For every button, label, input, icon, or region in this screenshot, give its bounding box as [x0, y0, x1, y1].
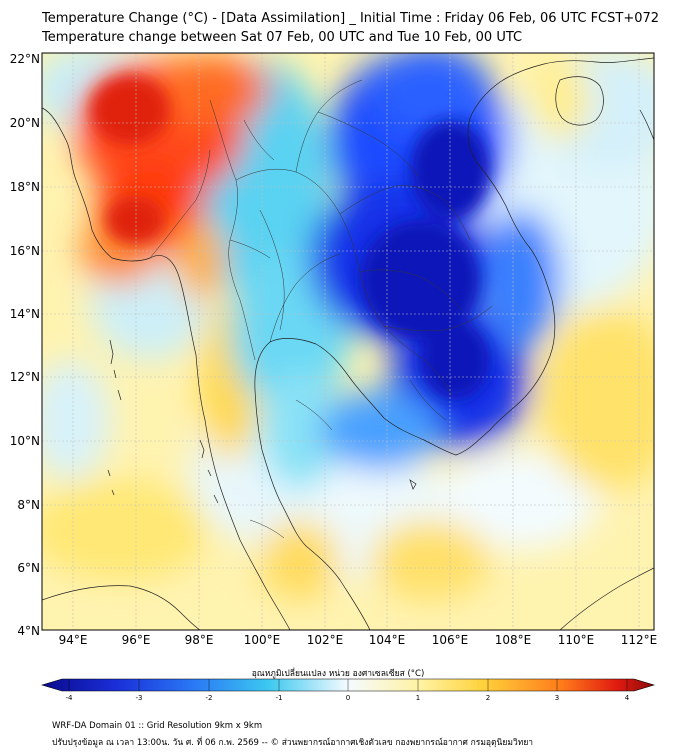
graticule — [42, 53, 654, 630]
lon-label-108e: 108°E — [494, 633, 532, 647]
map-title: Temperature Change (°C) - [Data Assimila… — [42, 11, 660, 26]
colorbar-tick: -1 — [275, 694, 283, 702]
lat-label-12n: 12°N — [9, 370, 40, 384]
map-border — [41, 52, 655, 631]
map-subtitle: Temperature change between Sat 07 Feb, 0… — [42, 30, 523, 45]
lat-label-22n: 22°N — [9, 52, 40, 66]
colorbar-tick: 1 — [415, 694, 421, 702]
lon-label-106e: 106°E — [431, 633, 469, 647]
lon-label-100e: 100°E — [243, 633, 281, 647]
coastlines — [42, 57, 654, 630]
colorbar-tick: 2 — [485, 694, 491, 702]
lat-label-6n: 6°N — [17, 561, 40, 575]
lon-label-110e: 110°E — [557, 633, 595, 647]
footer-credits: ปรับปรุงข้อมูล ณ เวลา 13:00น. วัน ศ. ที่… — [52, 738, 534, 748]
lat-label-14n: 14°N — [9, 307, 40, 321]
colorbar-tick: -2 — [205, 694, 213, 702]
lon-label-94e: 94°E — [58, 633, 88, 647]
lat-label-18n: 18°N — [9, 180, 40, 194]
colorbar-tick: 4 — [624, 694, 630, 702]
colorbar-tick: 0 — [345, 694, 351, 702]
colorbar-tick: -3 — [135, 694, 143, 702]
lat-label-16n: 16°N — [9, 244, 40, 258]
lat-label-4n: 4°N — [17, 624, 40, 638]
lon-label-104e: 104°E — [368, 633, 406, 647]
footer-model-info: WRF-DA Domain 01 :: Grid Resolution 9km … — [52, 721, 263, 731]
lat-label-8n: 8°N — [17, 498, 40, 512]
colorbar-tick: 3 — [554, 694, 560, 702]
lat-label-20n: 20°N — [9, 116, 40, 130]
lon-label-96e: 96°E — [121, 633, 151, 647]
lon-label-112e: 112°E — [620, 633, 658, 647]
colorbar-tick: -4 — [65, 694, 73, 702]
colorbar — [40, 678, 656, 692]
lat-label-10n: 10°N — [9, 434, 40, 448]
borders — [149, 79, 493, 539]
colorbar-label: อุณหภูมิเปลี่ยนแปลง หน่วย องศาเซลเซียส (… — [251, 669, 425, 679]
lon-label-102e: 102°E — [306, 633, 344, 647]
lon-label-98e: 98°E — [184, 633, 214, 647]
temperature-field — [42, 53, 654, 630]
